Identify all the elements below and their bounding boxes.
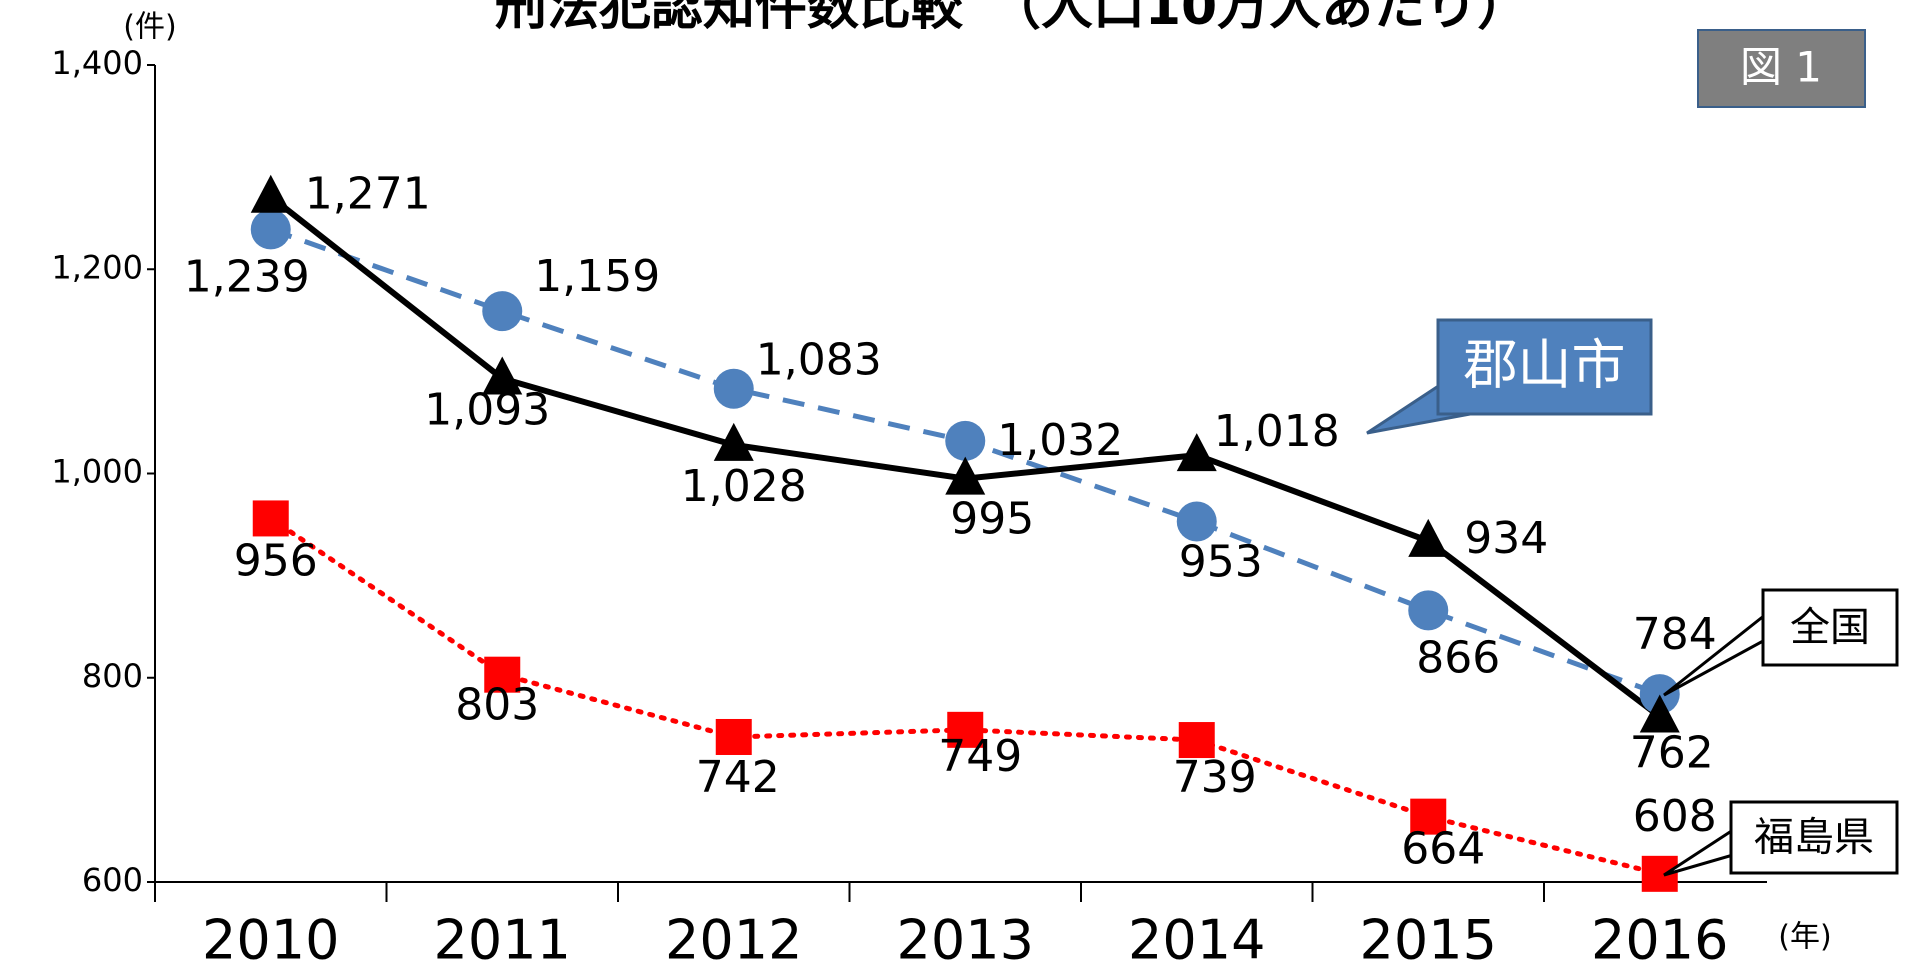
data-label: 1,032 <box>997 415 1123 466</box>
y-tick-label: 1,000 <box>51 453 143 491</box>
data-label: 953 <box>1179 536 1263 587</box>
marker <box>1176 433 1217 472</box>
data-label: 762 <box>1630 728 1714 779</box>
data-label: 956 <box>234 535 318 586</box>
data-label: 1,018 <box>1214 406 1340 457</box>
x-tick-label: 2015 <box>1360 909 1497 972</box>
badge: 図 1 <box>1740 43 1822 92</box>
marker <box>250 174 291 213</box>
legend-box <box>1436 318 1653 416</box>
marker <box>713 368 754 409</box>
legend-box <box>1729 800 1899 875</box>
marker <box>945 420 986 461</box>
y-tick-label: 800 <box>82 657 143 695</box>
marker <box>250 209 291 250</box>
y-unit: (件) <box>123 10 176 45</box>
x-tick-label: 2016 <box>1591 909 1728 972</box>
data-label: 664 <box>1401 824 1485 875</box>
x-tick-label: 2010 <box>202 909 339 972</box>
data-label: 803 <box>455 680 539 731</box>
legend-label: 郡山市 <box>1464 334 1626 397</box>
data-label: 1,093 <box>424 385 550 436</box>
data-label: 1,159 <box>534 251 660 302</box>
data-label: 995 <box>950 494 1034 545</box>
badge-box <box>1697 29 1866 108</box>
data-label: 749 <box>938 731 1022 782</box>
marker <box>252 500 289 537</box>
data-label: 934 <box>1464 513 1548 564</box>
x-tick-label: 2014 <box>1128 909 1265 972</box>
marker <box>947 711 984 748</box>
marker <box>1176 501 1217 542</box>
data-label: 784 <box>1633 609 1717 660</box>
data-label: 1,083 <box>756 335 882 386</box>
data-label: 608 <box>1633 791 1717 842</box>
y-tick-label: 600 <box>82 861 143 899</box>
chart-title: 刑法犯認知件数比較 （人口10万人あたり） <box>495 0 1529 37</box>
data-label: 866 <box>1416 632 1500 683</box>
marker <box>1408 590 1449 631</box>
marker <box>1178 722 1215 759</box>
x-tick-label: 2011 <box>434 909 571 972</box>
marker <box>1410 798 1447 835</box>
marker <box>484 656 521 693</box>
y-tick-label: 1,400 <box>51 44 143 82</box>
marker <box>1639 694 1680 733</box>
x-unit: (年) <box>1778 920 1831 955</box>
legend-joint <box>1736 832 1741 853</box>
marker <box>945 456 986 495</box>
x-tick-label: 2012 <box>665 909 802 972</box>
marker <box>1639 674 1680 715</box>
marker <box>715 718 752 755</box>
marker <box>482 356 523 395</box>
legend-label: 全国 <box>1790 605 1870 651</box>
data-label: 739 <box>1173 752 1257 803</box>
legend-box <box>1761 588 1899 667</box>
y-tick-label: 1,200 <box>51 248 143 286</box>
marker <box>482 291 523 332</box>
data-label: 1,239 <box>184 251 310 302</box>
marker <box>1408 518 1449 557</box>
data-label: 742 <box>696 752 780 803</box>
legend-joint <box>1443 387 1478 412</box>
data-label: 1,271 <box>305 169 431 220</box>
x-tick-label: 2013 <box>897 909 1034 972</box>
marker <box>713 422 754 461</box>
data-label: 1,028 <box>681 461 807 512</box>
legend-label: 福島県 <box>1754 815 1874 861</box>
legend-joint <box>1768 617 1773 638</box>
